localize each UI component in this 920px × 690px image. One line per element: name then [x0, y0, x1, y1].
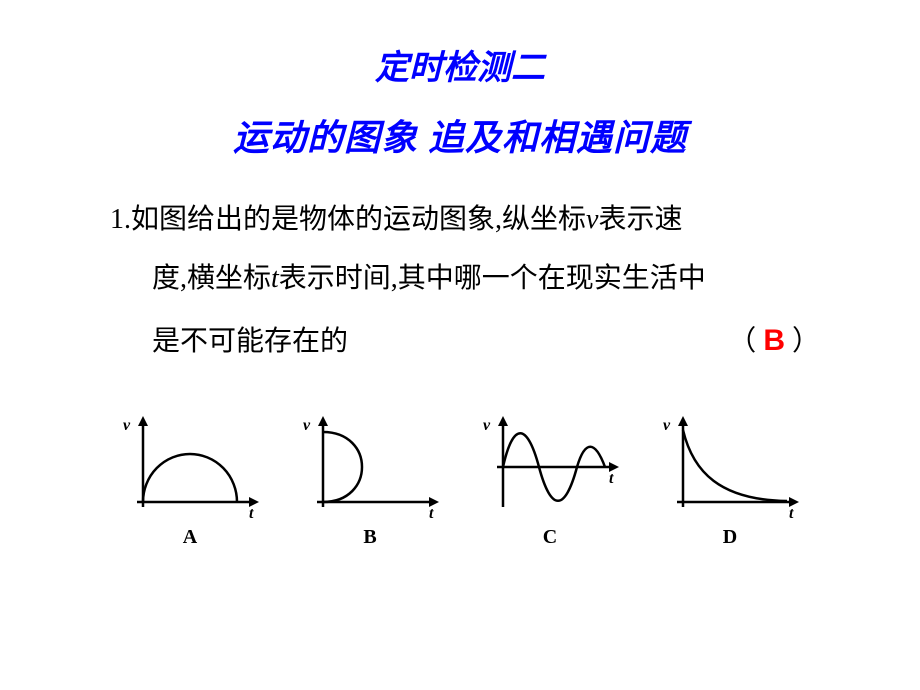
var-v: v	[586, 204, 598, 235]
chart-B: v t B	[295, 412, 445, 549]
q-text-1b: 表示速	[598, 204, 682, 235]
paren-open: （	[728, 326, 756, 357]
q-text-3: 是不可能存在的	[152, 313, 348, 372]
question-block: 1.如图给出的是物体的运动图象,纵坐标v表示速 度,横坐标t表示时间,其中哪一个…	[110, 191, 820, 372]
axis-t-label: t	[609, 470, 614, 487]
answer-letter: B	[763, 324, 785, 357]
chart-A: v t A	[115, 412, 265, 549]
chart-D-label: D	[655, 526, 805, 549]
question-line2: 度,横坐标t表示时间,其中哪一个在现实生活中	[152, 250, 820, 309]
chart-C: v t C	[475, 412, 625, 549]
paren-close: ）	[792, 326, 820, 357]
figure-row: v t A v t B v	[60, 412, 860, 549]
axis-v-label: v	[123, 417, 131, 434]
chart-D: v t D	[655, 412, 805, 549]
axis-v-label: v	[303, 417, 311, 434]
axis-v-label: v	[663, 417, 671, 434]
question-line3: 是不可能存在的 （ B ）	[152, 309, 820, 372]
axis-t-label: t	[249, 505, 254, 522]
chart-B-label: B	[295, 526, 445, 549]
var-t: t	[271, 263, 279, 294]
q-text-2a: 度,横坐标	[152, 263, 271, 294]
q-text-2b: 表示时间,其中哪一个在现实生活中	[279, 263, 706, 294]
chart-C-label: C	[475, 526, 625, 549]
title-line2: 运动的图象 追及和相遇问题	[60, 109, 860, 161]
axis-t-label: t	[429, 505, 434, 522]
title-line1: 定时检测二	[60, 40, 860, 89]
q-text-1a: 如图给出的是物体的运动图象,纵坐标	[131, 204, 586, 235]
chart-A-label: A	[115, 526, 265, 549]
axis-v-label: v	[483, 417, 491, 434]
question-number: 1.	[110, 204, 131, 235]
answer-parentheses: （ B ）	[728, 309, 820, 372]
axis-t-label: t	[789, 505, 794, 522]
question-line1: 1.如图给出的是物体的运动图象,纵坐标v表示速	[110, 191, 820, 250]
